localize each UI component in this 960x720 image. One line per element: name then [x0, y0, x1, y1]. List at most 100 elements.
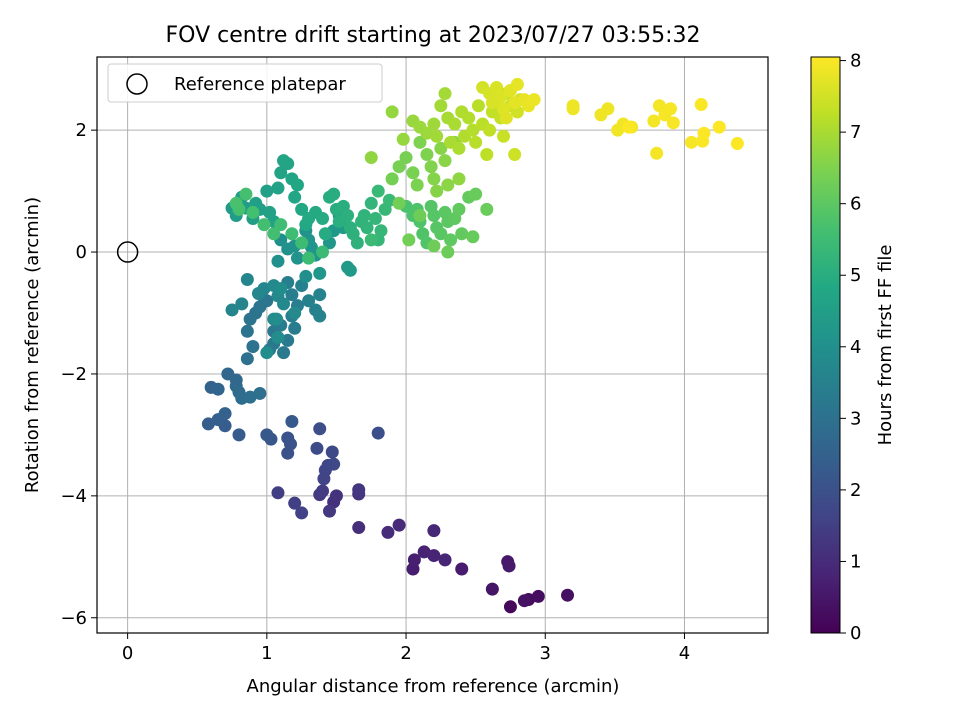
y-tick-label: 2: [76, 120, 87, 141]
data-point: [434, 141, 448, 155]
data-points: [201, 77, 744, 614]
legend: Reference platepar: [107, 63, 383, 103]
data-point: [316, 484, 330, 498]
data-point: [664, 102, 678, 116]
data-point: [441, 245, 455, 259]
chart-title: FOV centre drift starting at 2023/07/27 …: [166, 23, 701, 48]
data-point: [430, 129, 444, 143]
data-point: [494, 90, 508, 104]
data-point: [290, 251, 304, 265]
data-point: [274, 218, 288, 232]
data-point: [295, 202, 309, 216]
data-point: [730, 137, 744, 151]
data-point: [499, 111, 513, 125]
data-point: [322, 504, 336, 518]
data-point: [622, 120, 636, 134]
data-point: [267, 227, 281, 241]
y-axis-label: Rotation from reference (arcmin): [22, 197, 43, 493]
data-point: [302, 251, 316, 265]
data-point: [243, 390, 257, 404]
legend-box: [107, 63, 383, 103]
data-point: [288, 190, 302, 204]
data-point: [396, 132, 410, 146]
data-point: [697, 126, 711, 140]
colorbar-tick-label: 8: [850, 51, 861, 72]
data-point: [201, 417, 215, 431]
colorbar-ticks: 0 1 2 3 4 5 6 7 8: [840, 51, 861, 644]
data-point: [402, 233, 416, 247]
data-point: [327, 457, 341, 471]
data-point: [385, 172, 399, 186]
data-point: [469, 187, 483, 201]
data-point: [271, 181, 285, 195]
data-point: [368, 212, 382, 226]
data-point: [471, 99, 485, 113]
data-point: [246, 340, 260, 354]
data-point: [385, 105, 399, 119]
data-point: [427, 239, 441, 253]
data-point: [371, 184, 385, 198]
data-point: [455, 227, 469, 241]
data-point: [325, 445, 339, 459]
data-point: [260, 184, 274, 198]
data-point: [316, 212, 330, 226]
colorbar-tick-label: 4: [850, 337, 861, 358]
y-tick-label: −4: [60, 486, 87, 507]
data-point: [427, 117, 441, 131]
data-point: [316, 245, 330, 259]
data-point: [313, 266, 327, 280]
reference-platepar-marker: [116, 241, 139, 263]
data-point: [313, 422, 327, 436]
x-axis-ticks: 0 1 2 3 4: [122, 633, 690, 664]
data-point: [452, 172, 466, 186]
data-point: [712, 120, 726, 134]
y-tick-label: 0: [76, 242, 87, 263]
data-point: [310, 441, 324, 455]
colorbar-tick-label: 3: [850, 408, 861, 429]
colorbar-tick-label: 0: [850, 623, 861, 644]
data-point: [452, 202, 466, 216]
data-point: [277, 297, 291, 311]
data-point: [364, 151, 378, 165]
data-point: [260, 428, 274, 442]
data-point: [285, 288, 299, 302]
data-point: [271, 330, 285, 344]
data-point: [295, 236, 309, 250]
data-point: [329, 489, 343, 503]
data-point: [399, 151, 413, 165]
x-tick-label: 4: [679, 643, 690, 664]
data-point: [288, 321, 302, 335]
colorbar: [810, 56, 841, 634]
data-point: [240, 352, 254, 366]
data-point: [327, 187, 341, 201]
data-point: [430, 184, 444, 198]
data-point: [694, 98, 708, 112]
data-point: [508, 148, 522, 162]
data-point: [496, 129, 510, 143]
data-point: [469, 135, 483, 149]
data-point: [246, 205, 260, 219]
data-point: [235, 297, 249, 311]
data-point: [288, 306, 302, 320]
data-point: [253, 386, 267, 400]
data-point: [232, 428, 246, 442]
data-point: [343, 263, 357, 277]
data-point: [274, 282, 288, 296]
colorbar-tick-label: 2: [850, 480, 861, 501]
data-point: [413, 135, 427, 149]
data-point: [510, 77, 524, 91]
data-point: [313, 288, 327, 302]
x-tick-label: 1: [261, 643, 272, 664]
data-point: [392, 196, 406, 210]
data-point: [420, 148, 434, 162]
data-point: [381, 525, 395, 539]
data-point: [427, 549, 441, 563]
x-axis-label: Angular distance from reference (arcmin): [247, 676, 620, 697]
data-point: [480, 148, 494, 162]
data-point: [285, 414, 299, 428]
data-point: [452, 141, 466, 155]
data-point: [417, 545, 431, 559]
data-point: [341, 208, 355, 222]
data-point: [424, 160, 438, 174]
data-point: [211, 382, 225, 396]
